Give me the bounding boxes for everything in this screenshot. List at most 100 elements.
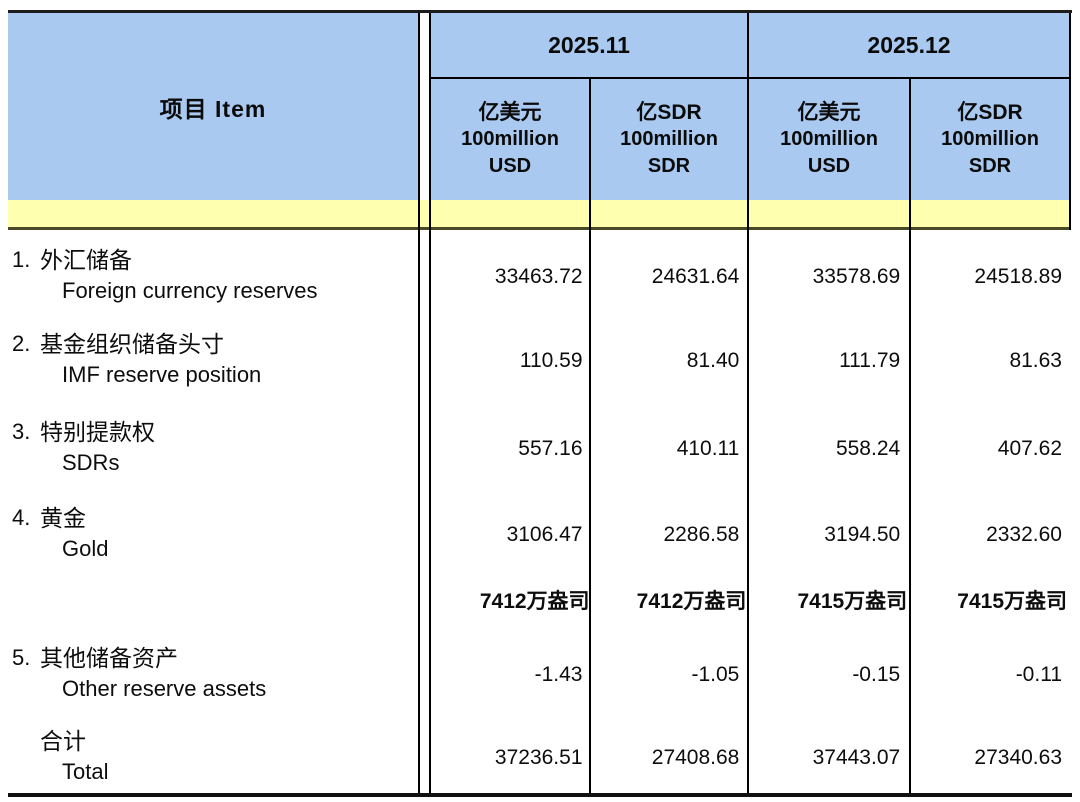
row-sdrs: 3. 特别提款权 SDRs 557.16 410.11 558.24 407.62 <box>8 416 1070 482</box>
unit-en2: USD <box>807 155 851 177</box>
gap-column <box>415 725 436 791</box>
unit-zh: 亿SDR <box>957 101 1023 124</box>
yellow-separator-band <box>8 200 1071 227</box>
unit-zh: 亿美元 <box>797 101 861 124</box>
table-bottom-rule <box>8 793 1072 797</box>
value-cell: 33578.69 <box>812 265 901 288</box>
band-bottom-rule <box>8 227 1071 230</box>
unit-en1: 100million <box>620 128 718 150</box>
double-divider-left <box>418 13 420 793</box>
value-cell-ounces: 7412万盎司 <box>636 590 747 613</box>
row-label-zh: 基金组织储备头寸 <box>40 331 224 357</box>
row-label-en: Foreign currency reserves <box>62 278 318 303</box>
divider-under-period-row <box>429 77 1071 79</box>
row-total: 合计 Total 37236.51 27408.68 37443.07 2734… <box>8 725 1070 791</box>
value-cell: 2332.60 <box>986 523 1062 546</box>
period-header-2: 2025.12 <box>867 31 951 58</box>
value-cell-ounces: 7412万盎司 <box>479 590 590 613</box>
value-cell: 3194.50 <box>824 523 901 546</box>
row-label: 4. 黄金 Gold <box>8 502 415 568</box>
value-cell: -1.05 <box>691 663 740 686</box>
value-cell: 37443.07 <box>812 746 901 769</box>
row-label-zh: 外汇储备 <box>40 247 132 273</box>
period-header-1: 2025.11 <box>548 31 630 58</box>
row-label-en: IMF reserve position <box>62 362 262 387</box>
value-cell: 27408.68 <box>651 746 740 769</box>
row-label-zh: 其他储备资产 <box>40 645 178 671</box>
unit-zh: 亿SDR <box>636 101 702 124</box>
value-cell: 410.11 <box>676 437 740 460</box>
unit-zh: 亿美元 <box>478 101 542 124</box>
row-label-en: SDRs <box>62 450 120 475</box>
value-cell: 24631.64 <box>651 265 740 288</box>
row-label-en: Total <box>62 759 109 784</box>
value-cell: 37236.51 <box>494 746 583 769</box>
unit-en2: USD <box>488 155 532 177</box>
unit-header-sdr-2: 亿SDR 100million SDR <box>911 79 1069 200</box>
value-cell: 24518.89 <box>974 265 1062 288</box>
table-top-rule <box>8 10 1072 13</box>
item-column-header: 项目 Item <box>159 95 267 122</box>
row-number: 5. <box>12 645 31 670</box>
row-label: 1. 外汇储备 Foreign currency reserves <box>8 244 415 310</box>
value-cell: 407.62 <box>997 437 1062 460</box>
value-cell-ounces: 7415万盎司 <box>957 590 1067 613</box>
value-cell: 110.59 <box>519 349 583 372</box>
header-right-edge-line <box>1069 13 1071 230</box>
row-foreign-currency-reserves: 1. 外汇储备 Foreign currency reserves 33463.7… <box>8 244 1070 310</box>
gap-column <box>415 416 436 482</box>
row-number: 4. <box>12 505 31 530</box>
double-divider-right <box>429 13 431 793</box>
unit-en1: 100million <box>461 128 559 150</box>
item-header-bg <box>8 13 418 200</box>
gap-column <box>415 244 436 310</box>
value-cell: -1.43 <box>534 663 583 686</box>
unit-en2: SDR <box>968 155 1012 177</box>
divider-period-groups <box>747 13 749 793</box>
divider-usd-sdr-2025-12 <box>909 78 911 793</box>
value-cell-ounces: 7415万盎司 <box>797 590 908 613</box>
row-number: 3. <box>12 419 31 444</box>
value-cell: 27340.63 <box>974 746 1062 769</box>
row-other-reserve-assets: 5. 其他储备资产 Other reserve assets -1.43 -1.0… <box>8 642 1070 708</box>
value-cell: -0.15 <box>852 663 901 686</box>
row-label-zh: 特别提款权 <box>40 419 155 445</box>
unit-en1: 100million <box>941 128 1039 150</box>
row-gold: 4. 黄金 Gold 3106.47 2286.58 3194.50 2332.6… <box>8 502 1070 568</box>
value-cell: -0.11 <box>1015 663 1062 686</box>
data-header-bg <box>431 13 1069 200</box>
row-label-empty <box>8 578 415 622</box>
row-label: 合计 Total <box>8 725 415 791</box>
gap-column <box>415 502 436 568</box>
row-label-en: Other reserve assets <box>62 676 267 701</box>
gap-column <box>415 328 436 394</box>
row-number: 2. <box>12 331 31 356</box>
row-label-zh: 黄金 <box>40 505 86 531</box>
value-cell: 81.40 <box>686 349 740 372</box>
unit-header-sdr-1: 亿SDR 100million SDR <box>591 79 747 200</box>
row-label: 5. 其他储备资产 Other reserve assets <box>8 642 415 708</box>
gap-column <box>415 578 436 622</box>
unit-en2: SDR <box>647 155 691 177</box>
row-gold-ounces: 7412万盎司 7412万盎司 7415万盎司 7415万盎司 <box>8 578 1070 622</box>
unit-header-usd-1: 亿美元 100million USD <box>431 79 589 200</box>
value-cell: 3106.47 <box>506 523 583 546</box>
value-cell: 81.63 <box>1009 349 1062 372</box>
value-cell: 558.24 <box>835 437 901 460</box>
row-label: 3. 特别提款权 SDRs <box>8 416 415 482</box>
row-label-en: Gold <box>62 536 109 561</box>
unit-header-usd-2: 亿美元 100million USD <box>749 79 909 200</box>
value-cell: 33463.72 <box>494 265 583 288</box>
value-cell: 2286.58 <box>663 523 740 546</box>
value-cell: 111.79 <box>839 349 901 372</box>
row-imf-reserve-position: 2. 基金组织储备头寸 IMF reserve position 110.59 8… <box>8 328 1070 394</box>
row-label: 2. 基金组织储备头寸 IMF reserve position <box>8 328 415 394</box>
value-cell: 557.16 <box>518 437 583 460</box>
row-label-zh: 合计 <box>40 728 86 754</box>
divider-usd-sdr-2025-11 <box>589 78 591 793</box>
row-number <box>12 725 40 757</box>
unit-en1: 100million <box>780 128 878 150</box>
row-number: 1. <box>12 247 31 272</box>
gap-column <box>415 642 436 708</box>
